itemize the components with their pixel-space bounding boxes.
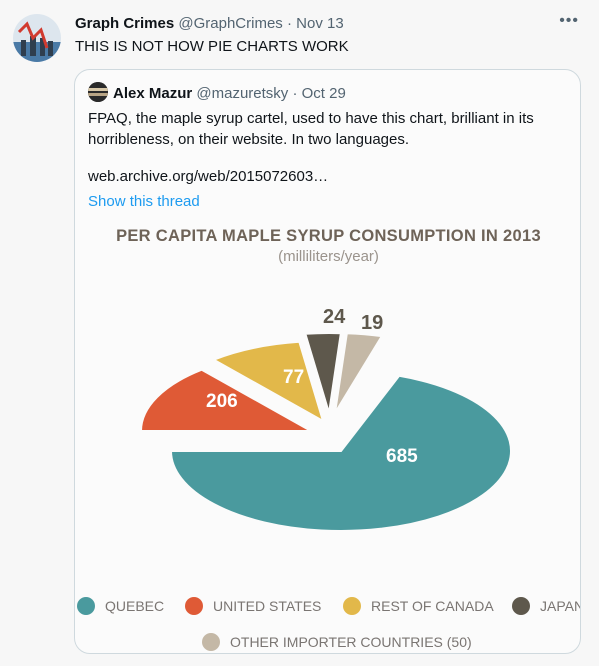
legend-item-quebec: QUEBEC xyxy=(77,597,164,615)
legend-swatch xyxy=(343,597,361,615)
pie-slice-rest-of-canada xyxy=(211,340,325,424)
legend-item-other-importer-countries-50: OTHER IMPORTER COUNTRIES (50) xyxy=(202,633,472,651)
tweet-text: THIS IS NOT HOW PIE CHARTS WORK xyxy=(75,38,349,55)
legend-swatch xyxy=(202,633,220,651)
quote-tweet-card[interactable]: Alex Mazur @mazuretsky · Oct 29 FPAQ, th… xyxy=(74,69,581,654)
avatar-icon xyxy=(88,82,108,102)
legend-label: UNITED STATES xyxy=(213,598,322,614)
display-name[interactable]: Graph Crimes xyxy=(75,15,175,32)
tweet-date[interactable]: Nov 13 xyxy=(296,15,344,32)
avatar[interactable] xyxy=(13,14,61,62)
data-label-japan: 24 xyxy=(323,306,346,328)
legend-item-japan: JAPAN xyxy=(512,597,581,615)
chart-title: PER CAPITA MAPLE SYRUP CONSUMPTION IN 20… xyxy=(116,227,541,245)
handle[interactable]: @GraphCrimes xyxy=(178,15,283,32)
data-label-quebec: 685 xyxy=(386,446,418,467)
legend-swatch xyxy=(77,597,95,615)
separator: · xyxy=(292,85,298,102)
legend-label: REST OF CANADA xyxy=(371,598,494,614)
quote-display-name: Alex Mazur xyxy=(113,85,193,102)
separator: · xyxy=(286,15,292,32)
legend-label: JAPAN xyxy=(540,598,581,614)
pie-chart: 685 206 77 24 19 xyxy=(139,306,512,532)
graph-crimes-logo-icon xyxy=(13,21,61,62)
quote-text: FPAQ, the maple syrup cartel, used to ha… xyxy=(88,110,534,148)
quote-date: Oct 29 xyxy=(301,85,346,102)
legend-swatch xyxy=(512,597,530,615)
legend-swatch xyxy=(185,597,203,615)
more-horizontal-icon[interactable]: ••• xyxy=(559,12,579,29)
chart-subtitle: (milliliters/year) xyxy=(278,248,379,265)
data-label-united-states: 206 xyxy=(206,391,238,412)
pie-slice-japan xyxy=(304,332,343,414)
quote-avatar xyxy=(88,82,108,102)
quote-header: Alex Mazur @mazuretsky · Oct 29 xyxy=(88,82,346,102)
legend-item-rest-of-canada: REST OF CANADA xyxy=(343,597,494,615)
quote-link[interactable]: web.archive.org/web/2015072603… xyxy=(88,168,329,185)
legend-label: QUEBEC xyxy=(105,598,165,614)
pie-slice-quebec xyxy=(169,374,512,532)
legend-label: OTHER IMPORTER COUNTRIES (50) xyxy=(230,634,472,650)
show-thread-link[interactable]: Show this thread xyxy=(88,193,200,210)
legend-item-united-states: UNITED STATES xyxy=(185,597,321,615)
tweet-header: Graph Crimes @GraphCrimes · Nov 13 xyxy=(75,15,579,32)
pie-slice-other-importer-countries-50 xyxy=(334,332,384,414)
data-label-other-importer-countries-50: 19 xyxy=(361,312,383,334)
data-label-rest-of-canada: 77 xyxy=(283,367,304,388)
quote-handle: @mazuretsky xyxy=(196,85,289,102)
pie-slice-united-states xyxy=(139,368,315,432)
